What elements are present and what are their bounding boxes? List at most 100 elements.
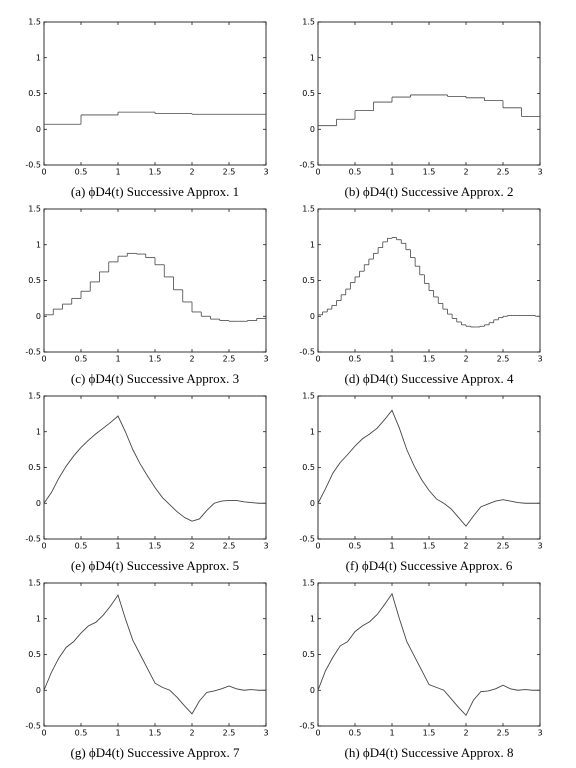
x-tick-label: 1.5 [149,168,162,177]
y-tick-label: 0 [310,686,315,695]
x-tick-label: 3 [537,729,542,738]
y-tick-label: 0 [36,312,41,321]
y-tick-label: 1.5 [28,18,41,27]
y-tick-label: -0.5 [299,535,315,544]
y-tick-label: 0.5 [28,89,41,98]
axes-frame [43,208,267,353]
y-tick-label: 1 [36,427,41,436]
x-tick-label: 2 [189,729,194,738]
x-tick-label: 2.5 [497,355,510,364]
x-tick-label: 1.5 [423,729,436,738]
y-tick-label: 1.5 [28,392,41,401]
y-tick-label: 0 [36,125,41,134]
x-tick-label: 3 [537,355,542,364]
x-tick-label: 0 [315,542,320,551]
y-tick-label: 0.5 [302,276,315,285]
y-tick-label: -0.5 [25,348,41,357]
x-tick-label: 0 [41,542,46,551]
x-tick-label: 2 [189,542,194,551]
x-tick-label: 2.5 [223,168,236,177]
y-tick-label: 0 [310,499,315,508]
x-tick-label: 2.5 [223,355,236,364]
x-tick-label: 2.5 [223,729,236,738]
caption: (d) ϕD4(t) Successive Approx. 4 [345,371,514,386]
axes-frame [317,395,541,540]
x-tick-label: 2 [463,729,468,738]
caption: (a) ϕD4(t) Successive Approx. 1 [71,184,239,199]
x-tick-label: 1.5 [423,355,436,364]
x-tick-label: 2 [463,168,468,177]
x-tick-label: 0 [41,729,46,738]
y-tick-label: 0.5 [28,276,41,285]
y-tick-label: 0.5 [302,650,315,659]
caption: (b) ϕD4(t) Successive Approx. 2 [345,184,514,199]
y-tick-label: 1 [310,427,315,436]
caption: (e) ϕD4(t) Successive Approx. 5 [71,558,239,573]
axes-frame [317,21,541,166]
x-tick-label: 0.5 [75,542,88,551]
y-tick-label: 1.5 [302,392,315,401]
x-tick-label: 0.5 [349,729,362,738]
x-tick-label: 3 [263,542,268,551]
x-tick-label: 0.5 [75,729,88,738]
y-tick-label: 0 [310,312,315,321]
x-tick-label: 0.5 [349,168,362,177]
y-tick-label: 1 [36,614,41,623]
x-tick-label: 0 [315,729,320,738]
x-tick-label: 2 [463,542,468,551]
y-tick-label: -0.5 [25,161,41,170]
x-tick-label: 2.5 [223,542,236,551]
axes-frame [317,208,541,353]
axes-frame [43,395,267,540]
curve [43,594,266,715]
x-tick-label: 0.5 [349,542,362,551]
y-tick-label: 1 [310,53,315,62]
x-tick-label: 2.5 [497,168,510,177]
x-tick-label: 3 [263,729,268,738]
caption: (c) ϕD4(t) Successive Approx. 3 [71,371,239,386]
x-tick-label: 1.5 [423,542,436,551]
y-tick-label: 1.5 [28,579,41,588]
x-tick-label: 3 [537,168,542,177]
curve [43,415,266,522]
axes-frame [43,582,267,727]
caption: (h) ϕD4(t) Successive Approx. 8 [345,745,514,760]
x-tick-label: 3 [537,542,542,551]
y-tick-label: 1 [36,53,41,62]
y-tick-label: -0.5 [25,722,41,731]
x-tick-label: 0.5 [75,355,88,364]
y-tick-label: 1.5 [302,18,315,27]
y-tick-label: -0.5 [299,722,315,731]
x-tick-label: 1.5 [149,729,162,738]
y-tick-label: -0.5 [299,161,315,170]
curve [317,409,540,527]
x-tick-label: 2 [189,168,194,177]
x-tick-label: 1.5 [149,542,162,551]
y-tick-label: 1 [310,614,315,623]
x-tick-label: 1 [389,542,394,551]
caption: (f) ϕD4(t) Successive Approx. 6 [346,558,513,573]
y-tick-label: 0 [36,686,41,695]
y-tick-label: 1 [310,240,315,249]
y-tick-label: 0.5 [28,463,41,472]
x-tick-label: 0 [41,168,46,177]
x-tick-label: 1 [389,168,394,177]
x-tick-label: 1 [115,729,120,738]
x-tick-label: 0.5 [349,355,362,364]
curve [317,592,540,717]
y-tick-label: 1.5 [28,205,41,214]
x-tick-label: 1.5 [423,168,436,177]
y-tick-label: -0.5 [25,535,41,544]
x-tick-label: 2.5 [497,542,510,551]
x-tick-label: 1 [115,355,120,364]
x-tick-label: 1.5 [149,355,162,364]
y-tick-label: 0.5 [28,650,41,659]
x-tick-label: 3 [263,168,268,177]
x-tick-label: 1 [115,168,120,177]
x-tick-label: 1 [115,542,120,551]
x-tick-label: 3 [263,355,268,364]
axes-frame [43,21,267,166]
axes-frame [317,582,541,727]
